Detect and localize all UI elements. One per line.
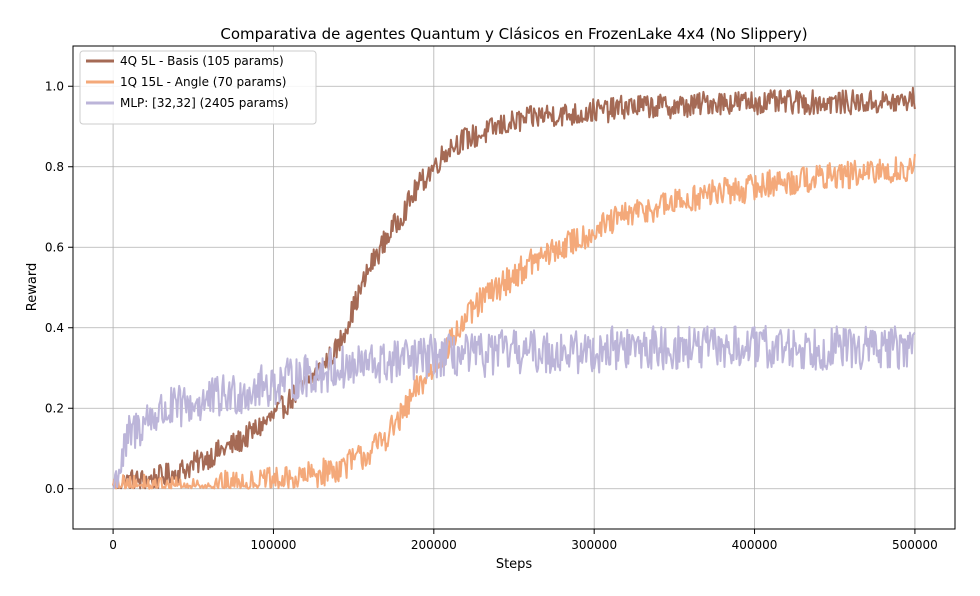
x-tick-label: 500000 xyxy=(892,538,938,552)
chart-title: Comparativa de agentes Quantum y Clásico… xyxy=(220,25,807,43)
legend-label: 4Q 5L - Basis (105 params) xyxy=(120,54,284,68)
x-tick-label: 300000 xyxy=(571,538,617,552)
series-layer xyxy=(112,86,916,490)
legend: 4Q 5L - Basis (105 params) 1Q 15L - Angle… xyxy=(79,50,317,125)
x-tick-label: 0 xyxy=(109,538,117,552)
legend-box xyxy=(79,50,317,125)
legend-label: MLP: [32,32] (2405 params) xyxy=(120,96,289,110)
plot-frame xyxy=(72,45,956,530)
x-tick-label: 100000 xyxy=(251,538,297,552)
ticks: 0 100000 200000 300000 400000 500000 0.0 0.2 0.4… xyxy=(45,79,938,552)
y-tick-label: 0.8 xyxy=(45,160,64,174)
y-tick-label: 1.0 xyxy=(45,79,64,93)
x-axis-label: Steps xyxy=(496,557,533,572)
y-tick-label: 0.6 xyxy=(45,240,64,254)
y-axis-label: Reward xyxy=(25,263,40,311)
x-tick-label: 200000 xyxy=(411,538,457,552)
series-line-0 xyxy=(112,86,916,490)
y-tick-label: 0.0 xyxy=(45,482,64,496)
y-tick-label: 0.2 xyxy=(45,401,64,415)
y-tick-label: 0.4 xyxy=(45,321,64,335)
legend-label: 1Q 15L - Angle (70 params) xyxy=(120,75,286,89)
x-tick-label: 400000 xyxy=(732,538,778,552)
series-line-1 xyxy=(112,153,916,490)
series-line-2 xyxy=(112,324,916,490)
